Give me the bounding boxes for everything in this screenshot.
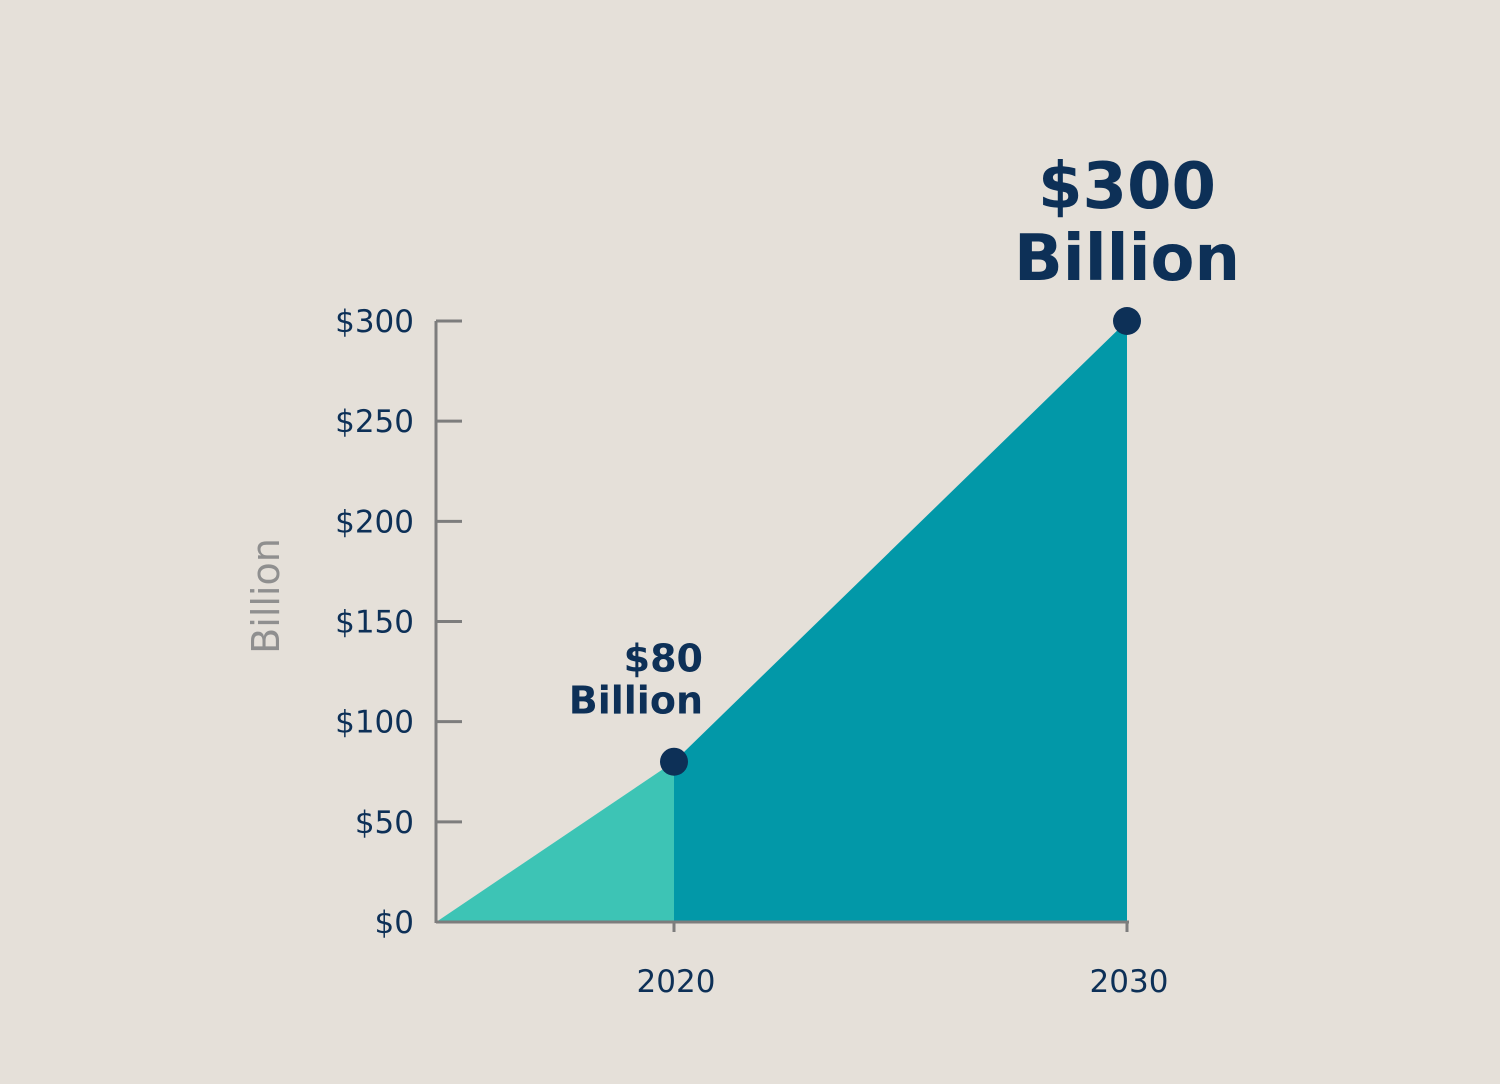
- data-label-2020: Billion: [569, 679, 703, 723]
- x-axis-ticks: 2020 2030: [637, 922, 1169, 1000]
- x-tick-label: 2020: [637, 964, 716, 1000]
- data-label-2030: Billion: [1014, 222, 1240, 296]
- y-tick-label: $100: [335, 705, 414, 741]
- y-tick-label: $200: [335, 504, 414, 540]
- area-2020-to-2030: [674, 321, 1127, 922]
- y-tick-label: $250: [335, 404, 414, 440]
- y-tick-label: $300: [335, 304, 414, 340]
- y-tick-label: $50: [355, 805, 414, 841]
- y-tick-label: $0: [375, 905, 414, 941]
- y-axis-ticks: $0 $50 $100 $150 $200 $250 $300: [335, 304, 462, 941]
- data-label-2020: $80: [624, 637, 703, 681]
- area-before-2020: [436, 761, 674, 922]
- data-point-marker: [660, 747, 688, 776]
- data-point-marker: [1113, 307, 1141, 335]
- x-tick-label: 2030: [1090, 964, 1169, 1000]
- y-axis-title: Billion: [244, 538, 288, 654]
- y-tick-label: $150: [335, 605, 414, 641]
- data-markers: [660, 307, 1141, 776]
- data-label-2030: $300: [1038, 150, 1216, 224]
